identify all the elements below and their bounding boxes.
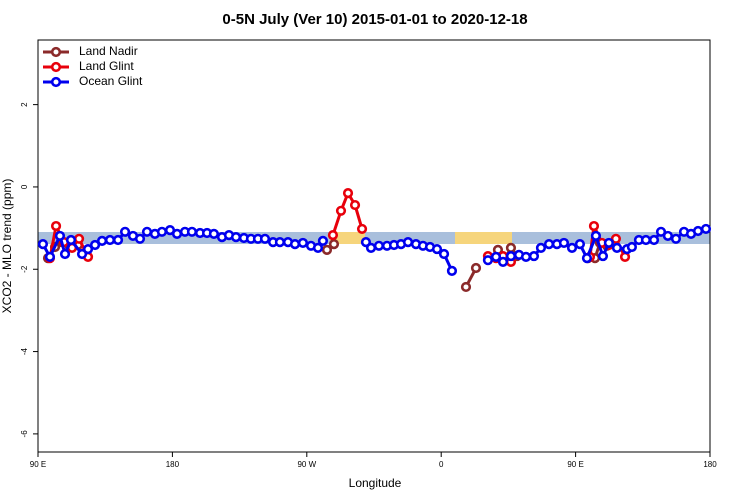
x-tick-label: 0 bbox=[439, 460, 444, 469]
data-point bbox=[588, 220, 600, 232]
data-point bbox=[648, 234, 660, 246]
data-point bbox=[603, 237, 615, 249]
data-point bbox=[112, 234, 124, 246]
data-point bbox=[520, 251, 532, 263]
data-point bbox=[171, 228, 183, 239]
data-point bbox=[356, 223, 368, 235]
x-tick-label: 90 W bbox=[297, 460, 316, 469]
data-point bbox=[446, 265, 458, 277]
data-point bbox=[134, 233, 146, 244]
data-point bbox=[535, 242, 547, 253]
legend-label: Ocean Glint bbox=[79, 74, 143, 88]
data-point bbox=[438, 248, 450, 260]
x-tick-label: 180 bbox=[703, 460, 717, 469]
data-point bbox=[365, 242, 377, 253]
data-point bbox=[328, 239, 340, 250]
data-point bbox=[289, 239, 301, 250]
x-axis-label: Longitude bbox=[349, 476, 402, 490]
data-point bbox=[431, 243, 443, 255]
reference-band-highlight bbox=[330, 232, 365, 244]
data-point bbox=[470, 262, 482, 274]
data-point bbox=[460, 281, 472, 293]
y-tick-label: -6 bbox=[20, 430, 29, 438]
data-point bbox=[482, 255, 494, 266]
data-point bbox=[321, 244, 333, 256]
legend-label: Land Nadir bbox=[79, 44, 138, 58]
data-point bbox=[54, 230, 66, 242]
data-point bbox=[274, 236, 286, 248]
data-point bbox=[640, 234, 652, 246]
data-point bbox=[89, 239, 101, 251]
data-point bbox=[590, 230, 602, 242]
chart-title: 0-5N July (Ver 10) 2015-01-01 to 2020-12… bbox=[222, 11, 527, 28]
data-point bbox=[670, 233, 682, 244]
data-point bbox=[230, 232, 242, 243]
legend-marker bbox=[50, 46, 62, 58]
data-point bbox=[297, 237, 309, 249]
data-point bbox=[497, 256, 509, 267]
data-point bbox=[73, 233, 85, 244]
x-tick-label: 180 bbox=[166, 460, 180, 469]
y-tick-label: 0 bbox=[20, 184, 29, 189]
data-point bbox=[59, 248, 71, 260]
legend-marker bbox=[50, 76, 62, 88]
data-point bbox=[655, 226, 667, 237]
data-point bbox=[44, 251, 56, 263]
data-point bbox=[335, 205, 347, 216]
data-point bbox=[581, 253, 593, 264]
data-point bbox=[505, 250, 517, 262]
data-point bbox=[37, 239, 49, 250]
data-point bbox=[119, 226, 131, 237]
data-point bbox=[574, 239, 586, 250]
data-point bbox=[342, 188, 354, 199]
data-point bbox=[505, 242, 517, 253]
data-point bbox=[490, 251, 502, 263]
legend-marker bbox=[50, 61, 62, 73]
data-point bbox=[208, 228, 220, 239]
data-point bbox=[597, 250, 609, 262]
data-point bbox=[619, 251, 631, 263]
data-point bbox=[317, 235, 329, 246]
x-tick-label: 90 E bbox=[567, 460, 583, 469]
data-point bbox=[104, 234, 116, 246]
data-point bbox=[558, 237, 570, 249]
y-tick-label: 2 bbox=[20, 102, 29, 107]
y-axis-label: XCO2 - MLO trend (ppm) bbox=[0, 179, 14, 314]
data-point bbox=[82, 243, 94, 255]
data-point bbox=[626, 241, 637, 253]
data-point bbox=[141, 226, 153, 237]
data-point bbox=[349, 199, 361, 211]
data-point bbox=[402, 236, 414, 248]
data-point bbox=[186, 226, 198, 237]
data-point bbox=[65, 234, 77, 246]
data-point bbox=[700, 223, 712, 235]
y-tick-label: -4 bbox=[20, 347, 29, 355]
data-point bbox=[50, 220, 62, 232]
data-point bbox=[259, 233, 271, 244]
plot-frame bbox=[37, 39, 711, 453]
data-point bbox=[566, 242, 578, 253]
data-point bbox=[610, 233, 622, 244]
data-point bbox=[373, 240, 385, 251]
legend-label: Land Glint bbox=[79, 59, 134, 73]
reference-band-highlight bbox=[455, 232, 512, 244]
data-point bbox=[156, 226, 168, 237]
data-point bbox=[327, 229, 339, 241]
data-point bbox=[543, 239, 555, 250]
data-point bbox=[611, 242, 623, 253]
data-point bbox=[96, 235, 108, 246]
data-point bbox=[528, 250, 540, 262]
data-point bbox=[662, 230, 673, 242]
y-tick-label: -2 bbox=[20, 265, 29, 273]
data-point bbox=[692, 225, 704, 237]
x-tick-label: 90 E bbox=[30, 460, 46, 469]
data-point bbox=[312, 242, 324, 253]
